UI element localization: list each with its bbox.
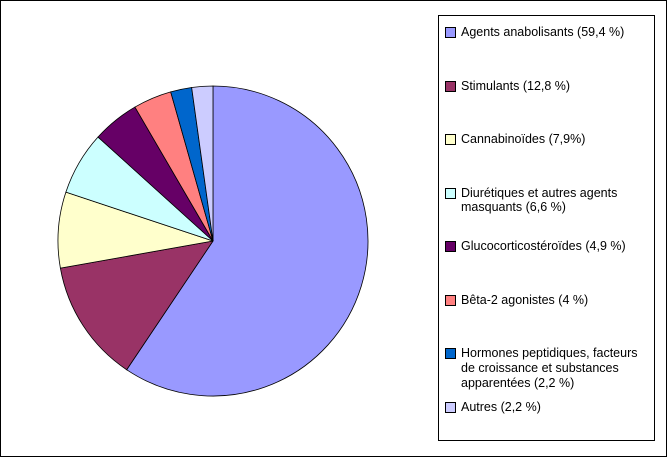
legend-swatch [445,27,456,38]
legend-item: Hormones peptidiques, facteurs de croiss… [445,346,650,400]
legend-swatch [445,134,456,145]
legend-swatch [445,80,456,92]
legend-swatch [445,241,456,252]
legend-label: Stimulants (12,8 %) [461,78,571,93]
pie-slice-1 [59,240,214,371]
legend-item: Cannabinoïdes (7,9%) [445,132,650,186]
legend-item: Bêta-2 agonistes (4 %) [445,293,650,347]
legend-label: Cannabinoïdes (7,9%) [461,132,586,146]
pie-slice-7 [191,85,214,242]
legend-item: Autres (2,2 %) [445,400,650,454]
legend-item: Diurétiques et autres agents masquants (… [445,186,650,240]
legend-swatch [445,187,456,199]
legend-swatch [445,348,456,359]
legend: Agents anabolisants (59,4 %) Stimulants (… [438,15,655,441]
legend-swatch [445,294,456,306]
legend-item: Glucocorticostéroïdes (4,9 %) [445,239,650,293]
legend-label: Bêta-2 agonistes (4 %) [461,292,589,307]
legend-label: Diurétiques et autres agents masquants (… [461,185,618,215]
pie-chart [57,85,369,397]
legend-label: Hormones peptidiques, facteurs de croiss… [461,346,638,390]
pie-slice-0 [126,85,369,397]
legend-item: Agents anabolisants (59,4 %) [445,25,650,79]
legend-item: Stimulants (12,8 %) [445,79,650,133]
legend-label: Autres (2,2 %) [461,399,541,414]
legend-swatch [445,401,456,413]
legend-label: Glucocorticostéroïdes (4,9 %) [461,239,626,253]
legend-label: Agents anabolisants (59,4 %) [461,25,625,39]
